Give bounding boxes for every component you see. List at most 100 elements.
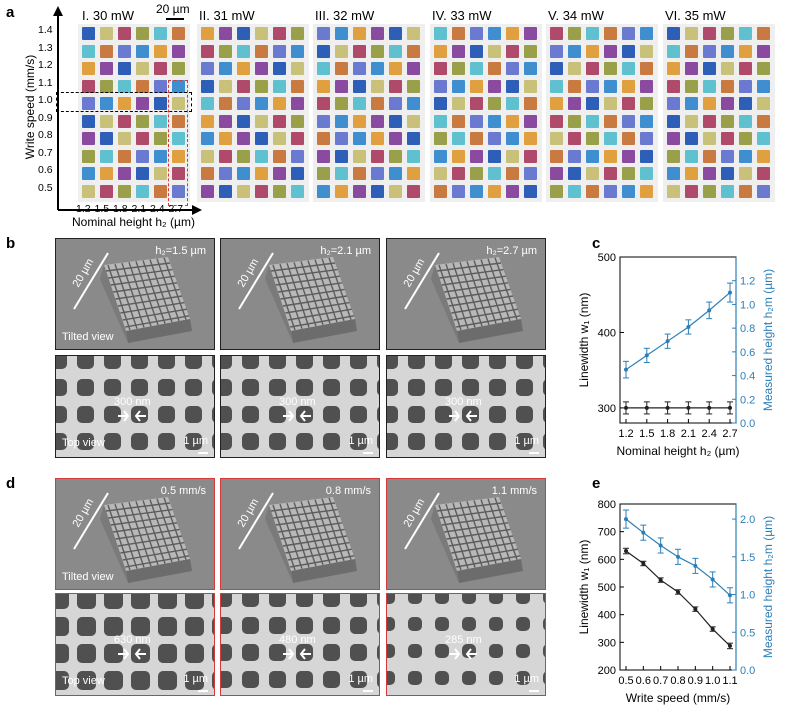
grid-cell [452,27,465,40]
panel-label-d: d [6,475,16,492]
y-tick-label: 800 [598,499,616,511]
data-point [624,405,628,410]
scale-1um-label: 1 µm [514,435,539,447]
grid-cell [506,44,519,58]
grid-cell [237,97,250,110]
grid-cell [371,114,384,128]
grid-cell [434,62,447,75]
grid-cell [353,62,366,75]
x-tick-label: 0.9 [688,675,703,687]
grid-cell [640,62,653,75]
grid-cell [721,62,734,75]
grid-cell [506,97,519,110]
grid-cell [237,79,250,93]
grid-cell [154,132,167,145]
scale-1um-label: 1 µm [183,673,208,685]
grid-cell [335,79,348,93]
grid-cell [721,79,734,93]
grid-cell [371,149,384,163]
grid-cell [524,27,537,40]
lattice-top-pattern [56,356,214,454]
y-tick-label: 1.2 [38,59,53,71]
grid-cell [291,44,304,58]
grid-cell [739,149,752,163]
sem-tilted-image: 0.5 mm/s 20 µm Tilted view [55,478,215,590]
grid-cell [291,62,304,75]
grid-cell [407,149,420,163]
grid-cell [273,44,286,58]
lattice-block-shape [238,492,357,583]
grid-cell [273,132,286,145]
grid-cell [136,149,149,163]
grid-cell [172,27,185,40]
y-right-tick-label: 1.0 [740,299,755,311]
color-grid-image [313,24,425,202]
data-point [658,578,663,583]
grid-cell [172,44,185,58]
grid-cell [407,44,420,58]
grid-cell [407,167,420,180]
grid-cell [524,132,537,145]
grid-cell [100,97,113,110]
grid-cell [470,62,483,75]
grid-cell [219,79,232,93]
grid-cell [353,167,366,180]
grid-cell [82,114,95,128]
grid-cell [550,79,563,93]
grid-cell [721,97,734,110]
data-point [710,627,715,632]
lattice-block-shape [404,492,523,583]
y-tick-label: 500 [598,252,616,264]
grid-cell [237,27,250,40]
grid-cell [488,149,501,163]
grid-cell [118,44,131,58]
grid-cell [506,167,519,180]
grid-cell [667,44,680,58]
linewidth-label: 285 nm [445,634,482,646]
grid-cell [172,149,185,163]
x-axis-arrow-icon [192,205,202,215]
grid-cell [118,79,131,93]
grid-cell [739,114,752,128]
grid-cell [172,79,185,93]
grid-title: II. 31 mW [199,8,255,23]
grid-cell [172,184,185,198]
grid-cell [317,114,330,128]
lattice-top-pattern [221,594,379,692]
grid-cell [757,27,770,40]
y-tick-label: 500 [598,582,616,594]
grid-cell [100,167,113,180]
grid-cell [452,97,465,110]
data-point [693,563,698,568]
panel-label-a: a [6,4,15,21]
grid-cell [100,114,113,128]
grid-cell [273,97,286,110]
grid-cell [219,27,232,40]
grid-cell [550,44,563,58]
grid-cell [335,114,348,128]
x-tick-label: 2.1 [131,203,147,215]
sem-param-label: 1.1 mm/s [491,485,537,497]
grid-cell [317,132,330,145]
grid-cell [219,44,232,58]
grid-cell [136,184,149,198]
grid-cell [201,79,214,93]
linewidth-label: 630 nm [114,634,151,646]
grid-cell [434,97,447,110]
scale-1um-label: 1 µm [348,673,373,685]
grid-cell [488,27,501,40]
y-tick-label: 300 [598,403,616,415]
grid-cell [550,132,563,145]
grid-cell [273,167,286,180]
grid-cell [434,44,447,58]
grid-cell [317,97,330,110]
grid-cell [255,114,268,128]
x-tick-label: 1.2 [618,428,633,440]
grid-cell [317,184,330,198]
lattice-block-shape [404,252,523,343]
grid-cell [219,184,232,198]
y-tick-label: 400 [598,327,616,339]
grid-cell [604,79,617,93]
grid-cell [434,167,447,180]
grid-cell [353,79,366,93]
